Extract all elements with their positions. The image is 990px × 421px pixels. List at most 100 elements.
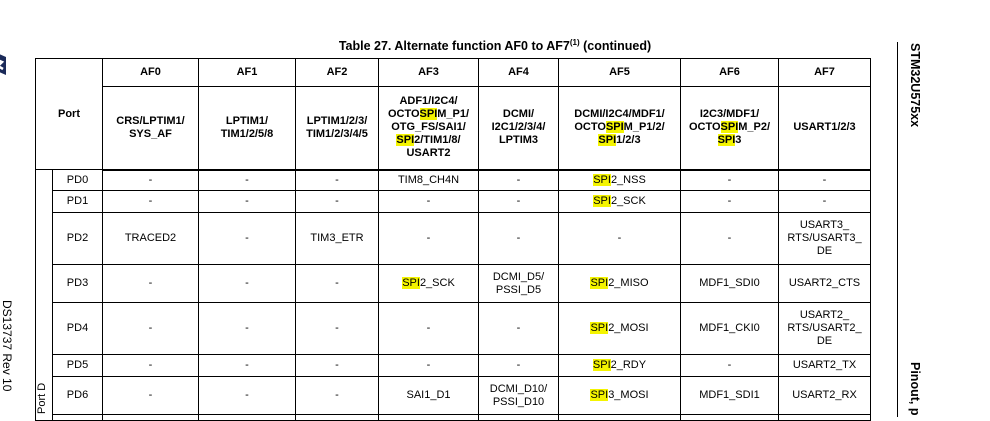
port-group-cell: Port D	[35, 169, 53, 421]
af-cell: -	[558, 212, 681, 265]
header-row-groups: CRS/LPTIM1/ SYS_AF LPTIM1/ TIM1/2/5/8 LP…	[36, 86, 871, 171]
af-group: ADF1/I2C4/ OCTOSPIM_P1/ OTG_FS/SAI1/ SPI…	[378, 86, 479, 171]
af-cell: USART2_ RTS/USART2_ DE	[778, 302, 871, 355]
af-cell	[478, 414, 559, 421]
af-header: AF1	[198, 58, 296, 87]
product-name: STM32U575xx	[908, 43, 922, 128]
search-highlight: SPI	[590, 389, 609, 401]
section-name: Pinout, p	[908, 362, 922, 416]
af-header: AF7	[778, 58, 871, 87]
af-cell: -	[778, 190, 871, 213]
search-highlight: SPI	[720, 121, 739, 134]
af-cell	[52, 414, 103, 421]
af-cell: -	[198, 302, 296, 355]
af-group: LPTIM1/2/3/ TIM1/2/3/4/5	[295, 86, 379, 171]
alternate-function-table: Port AF0 AF1 AF2 AF3 AF4 AF5 AF6 AF7 CRS…	[35, 58, 871, 421]
pin-name: PD1	[52, 190, 103, 213]
af-cell: -	[295, 264, 379, 303]
af-group: LPTIM1/ TIM1/2/5/8	[198, 86, 296, 171]
margin-divider	[897, 42, 898, 417]
af-cell: SPI3_MOSI	[558, 376, 681, 415]
caption-footnote: (1)	[569, 38, 580, 47]
search-highlight: SPI	[598, 134, 617, 147]
search-highlight: SPI	[590, 322, 609, 334]
port-group-label: Port D	[36, 382, 48, 414]
search-highlight: SPI	[605, 121, 624, 134]
search-highlight: SPI	[593, 195, 611, 207]
af-cell: -	[478, 302, 559, 355]
af-cell: -	[478, 212, 559, 265]
search-highlight: SPI	[402, 277, 420, 289]
af-cell: -	[198, 264, 296, 303]
af-cell	[378, 414, 479, 421]
af-cell	[680, 414, 779, 421]
af-cell: USART2_RX	[778, 376, 871, 415]
search-highlight: SPI	[592, 359, 611, 371]
af-cell: -	[680, 354, 779, 377]
table-row: PD6- - - SAI1_D1 DCMI_D10/ PSSI_D10 SPI3_MOSI…	[36, 376, 871, 415]
af-cell	[198, 414, 296, 421]
search-highlight: SPI	[717, 134, 736, 147]
document-revision: DS13737 Rev 10	[0, 300, 14, 392]
af-cell: -	[680, 190, 779, 213]
af-cell: -	[198, 212, 296, 265]
search-highlight: SPI	[396, 134, 415, 147]
pin-name: PD6	[52, 376, 103, 415]
af-cell: -	[778, 169, 871, 191]
af-header: AF3	[378, 58, 479, 87]
af-cell: USART2_TX	[778, 354, 871, 377]
table-row: Port D PD0- - - TIM8_CH4N - SPI2_NSS - -	[35, 169, 871, 421]
pin-name: PD4	[52, 302, 103, 355]
af-cell: -	[102, 302, 199, 355]
st-logo-icon	[0, 54, 6, 75]
af-cell: TIM3_ETR	[295, 212, 379, 265]
af-header: AF4	[478, 58, 559, 87]
caption-text: Table 27. Alternate function AF0 to AF7	[338, 39, 570, 54]
af-cell	[295, 414, 379, 421]
af-cell: SPI2_NSS	[558, 169, 681, 191]
af-cell: -	[102, 354, 199, 377]
search-highlight: SPI	[590, 277, 609, 289]
af-cell: MDF1_SDI0	[680, 264, 779, 303]
af-header: AF0	[102, 58, 199, 87]
pin-name: PD0	[52, 169, 103, 191]
af-group: CRS/LPTIM1/ SYS_AF	[102, 86, 199, 171]
af-header: AF6	[680, 58, 779, 87]
af-cell: USART3_ RTS/USART3_ DE	[778, 212, 871, 265]
af-cell: USART2_CTS	[778, 264, 871, 303]
af-cell: -	[102, 376, 199, 415]
pin-name: PD2	[52, 212, 103, 265]
af-cell	[102, 414, 199, 421]
af-cell: -	[295, 302, 379, 355]
af-group: DCMI/I2C4/MDF1/ OCTOSPIM_P1/2/ SPI1/2/3	[558, 86, 681, 171]
search-highlight: SPI	[593, 173, 611, 186]
search-highlight: SPI	[419, 108, 438, 121]
af-cell: -	[198, 190, 296, 213]
af-cell: -	[378, 190, 479, 213]
af-cell: -	[680, 212, 779, 265]
af-cell: -	[295, 354, 379, 377]
af-cell: MDF1_SDI1	[680, 376, 779, 415]
af-group: USART1/2/3	[778, 86, 871, 171]
af-cell: -	[198, 376, 296, 415]
af-cell: -	[102, 169, 199, 191]
af-cell: SAI1_D1	[378, 376, 479, 415]
af-cell: MDF1_CKI0	[680, 302, 779, 355]
table-row: PD3- - - SPI2_SCK DCMI_D5/ PSSI_D5 SPI2_MISO M…	[36, 264, 871, 303]
af-header: AF2	[295, 58, 379, 87]
table-row: PD2 TRACED2- TIM3_ETR - - - - USART3_ RTS/USART…	[36, 212, 871, 265]
header-row-af: Port AF0 AF1 AF2 AF3 AF4 AF5 AF6 AF7	[35, 58, 871, 170]
af-cell: -	[378, 212, 479, 265]
af-cell: SPI2_SCK	[558, 190, 681, 213]
af-cell: -	[198, 169, 296, 191]
af-cell: -	[295, 169, 379, 191]
af-cell: -	[680, 169, 779, 191]
pin-name: PD3	[52, 264, 103, 303]
af-cell: -	[478, 354, 559, 377]
af-cell: SPI2_RDY	[558, 354, 681, 377]
af-group: DCMI/ I2C1/2/3/4/ LPTIM3	[478, 86, 559, 171]
pin-name: PD5	[52, 354, 103, 377]
af-cell	[558, 414, 681, 421]
af-group: I2C3/MDF1/ OCTOSPIM_P2/ SPI3	[680, 86, 779, 171]
table-caption: Table 27. Alternate function AF0 to AF7(…	[0, 38, 990, 53]
